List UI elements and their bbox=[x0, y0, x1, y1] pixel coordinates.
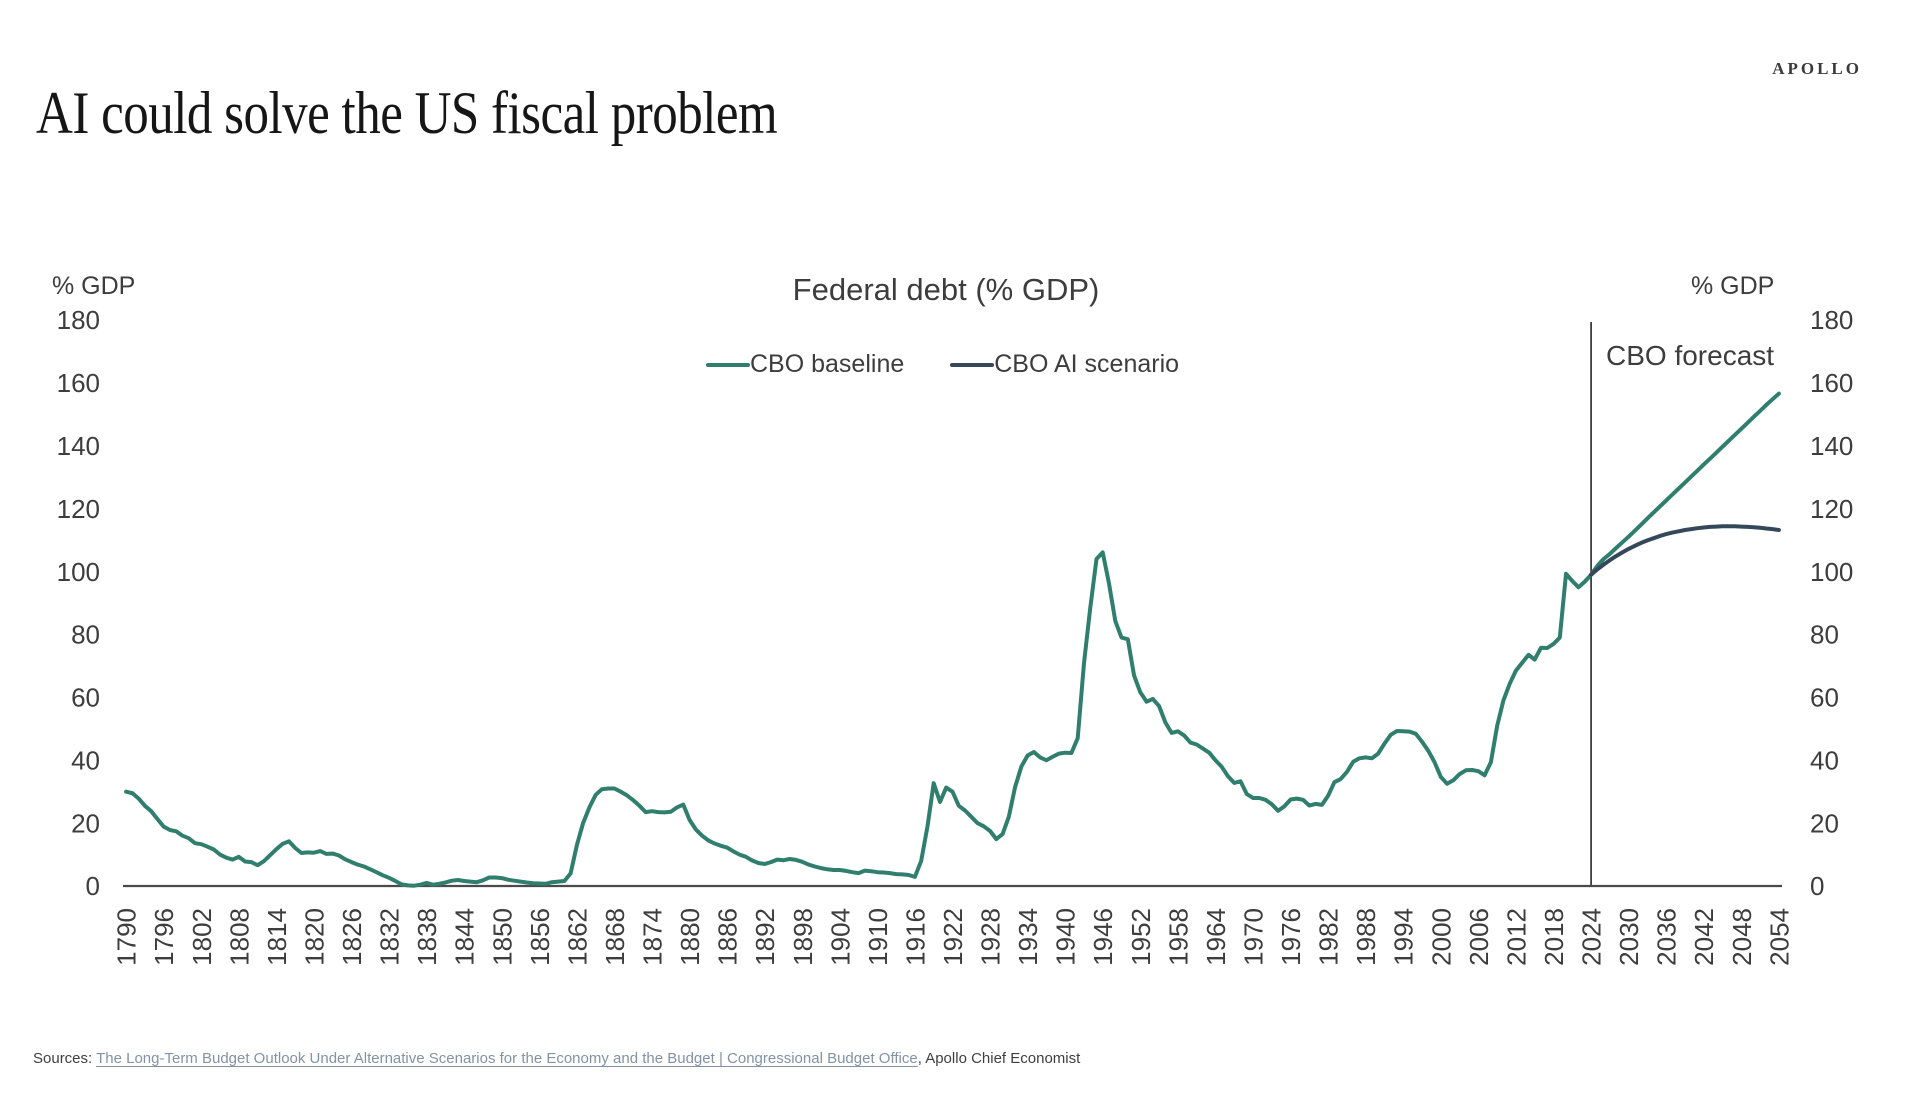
sources-suffix: , Apollo Chief Economist bbox=[917, 1050, 1081, 1067]
svg-text:0: 0 bbox=[1810, 871, 1824, 901]
svg-text:1964: 1964 bbox=[1201, 908, 1231, 966]
svg-text:40: 40 bbox=[1810, 745, 1839, 775]
svg-text:40: 40 bbox=[71, 745, 100, 775]
legend-label-cbo-baseline: CBO baseline bbox=[750, 350, 905, 378]
legend-label-cbo-ai-scenario: CBO AI scenario bbox=[994, 350, 1180, 378]
svg-text:140: 140 bbox=[1810, 431, 1853, 461]
svg-text:1856: 1856 bbox=[525, 908, 555, 966]
svg-text:180: 180 bbox=[1810, 305, 1853, 335]
right-axis-unit-label: % GDP bbox=[1691, 272, 1775, 300]
svg-text:100: 100 bbox=[57, 557, 100, 587]
svg-text:1988: 1988 bbox=[1351, 908, 1381, 966]
svg-text:2000: 2000 bbox=[1426, 908, 1456, 966]
sources-line: Sources: The Long-Term Budget Outlook Un… bbox=[33, 1050, 1080, 1067]
svg-text:1844: 1844 bbox=[450, 908, 480, 966]
svg-text:1826: 1826 bbox=[337, 908, 367, 966]
chart-legend: CBO baseline CBO AI scenario bbox=[706, 350, 1179, 379]
svg-text:120: 120 bbox=[57, 494, 100, 524]
svg-text:1838: 1838 bbox=[412, 908, 442, 966]
svg-text:20: 20 bbox=[1810, 808, 1839, 838]
svg-text:1922: 1922 bbox=[938, 908, 968, 966]
svg-text:2042: 2042 bbox=[1689, 908, 1719, 966]
sources-link[interactable]: The Long-Term Budget Outlook Under Alter… bbox=[96, 1050, 918, 1067]
svg-text:1850: 1850 bbox=[487, 908, 517, 966]
svg-text:20: 20 bbox=[71, 808, 100, 838]
svg-text:2030: 2030 bbox=[1614, 908, 1644, 966]
svg-text:120: 120 bbox=[1810, 494, 1853, 524]
svg-text:2006: 2006 bbox=[1464, 908, 1494, 966]
svg-text:2024: 2024 bbox=[1577, 908, 1607, 966]
svg-text:1928: 1928 bbox=[976, 908, 1006, 966]
svg-text:1976: 1976 bbox=[1276, 908, 1306, 966]
svg-text:140: 140 bbox=[57, 431, 100, 461]
svg-text:1952: 1952 bbox=[1126, 908, 1156, 966]
chart-title: Federal debt (% GDP) bbox=[792, 272, 1100, 307]
svg-text:1970: 1970 bbox=[1239, 908, 1269, 966]
svg-text:1880: 1880 bbox=[675, 908, 705, 966]
svg-text:1862: 1862 bbox=[562, 908, 592, 966]
sources-prefix: Sources: bbox=[33, 1050, 97, 1067]
forecast-annotation-label: CBO forecast bbox=[1606, 340, 1775, 371]
svg-text:1958: 1958 bbox=[1163, 908, 1193, 966]
svg-text:1982: 1982 bbox=[1314, 908, 1344, 966]
svg-text:1940: 1940 bbox=[1051, 908, 1081, 966]
svg-text:60: 60 bbox=[1810, 683, 1839, 713]
svg-text:1886: 1886 bbox=[713, 908, 743, 966]
svg-text:160: 160 bbox=[57, 368, 100, 398]
svg-text:1802: 1802 bbox=[187, 908, 217, 966]
svg-text:2018: 2018 bbox=[1539, 908, 1569, 966]
svg-text:60: 60 bbox=[71, 683, 100, 713]
svg-text:1904: 1904 bbox=[825, 908, 855, 966]
left-axis-unit-label: % GDP bbox=[52, 272, 136, 300]
svg-text:1994: 1994 bbox=[1389, 908, 1419, 966]
svg-text:1898: 1898 bbox=[788, 908, 818, 966]
svg-text:1814: 1814 bbox=[262, 908, 292, 966]
svg-text:2012: 2012 bbox=[1501, 908, 1531, 966]
legend-swatch-cbo-baseline-icon bbox=[706, 362, 750, 367]
svg-text:2048: 2048 bbox=[1727, 908, 1757, 966]
svg-text:1790: 1790 bbox=[112, 908, 142, 966]
svg-text:1910: 1910 bbox=[863, 908, 893, 966]
svg-text:1874: 1874 bbox=[638, 908, 668, 966]
page-title: AI could solve the US fiscal problem bbox=[36, 81, 778, 148]
chart-plot-area: 0 0 20 20 40 40 60 60 80 80 100 100 120 120 140 140 160 1… bbox=[57, 305, 1854, 966]
apollo-logo: APOLLO bbox=[1772, 59, 1862, 78]
legend-item-cbo-ai-scenario: CBO AI scenario bbox=[950, 350, 1179, 379]
svg-text:2054: 2054 bbox=[1764, 908, 1794, 966]
svg-text:1868: 1868 bbox=[600, 908, 630, 966]
svg-text:100: 100 bbox=[1810, 557, 1853, 587]
svg-text:2036: 2036 bbox=[1652, 908, 1682, 966]
legend-swatch-cbo-ai-scenario-icon bbox=[950, 362, 995, 367]
svg-text:1832: 1832 bbox=[375, 908, 405, 966]
svg-text:1934: 1934 bbox=[1013, 908, 1043, 966]
svg-text:80: 80 bbox=[1810, 620, 1839, 650]
svg-text:1808: 1808 bbox=[224, 908, 254, 966]
svg-text:0: 0 bbox=[86, 871, 100, 901]
svg-text:1796: 1796 bbox=[149, 908, 179, 966]
svg-text:1946: 1946 bbox=[1088, 908, 1118, 966]
svg-text:160: 160 bbox=[1810, 368, 1853, 398]
svg-text:1820: 1820 bbox=[299, 908, 329, 966]
svg-text:180: 180 bbox=[57, 305, 100, 335]
svg-text:1892: 1892 bbox=[750, 908, 780, 966]
svg-text:1916: 1916 bbox=[900, 908, 930, 966]
svg-text:80: 80 bbox=[71, 620, 100, 650]
legend-item-cbo-baseline: CBO baseline bbox=[706, 350, 904, 379]
